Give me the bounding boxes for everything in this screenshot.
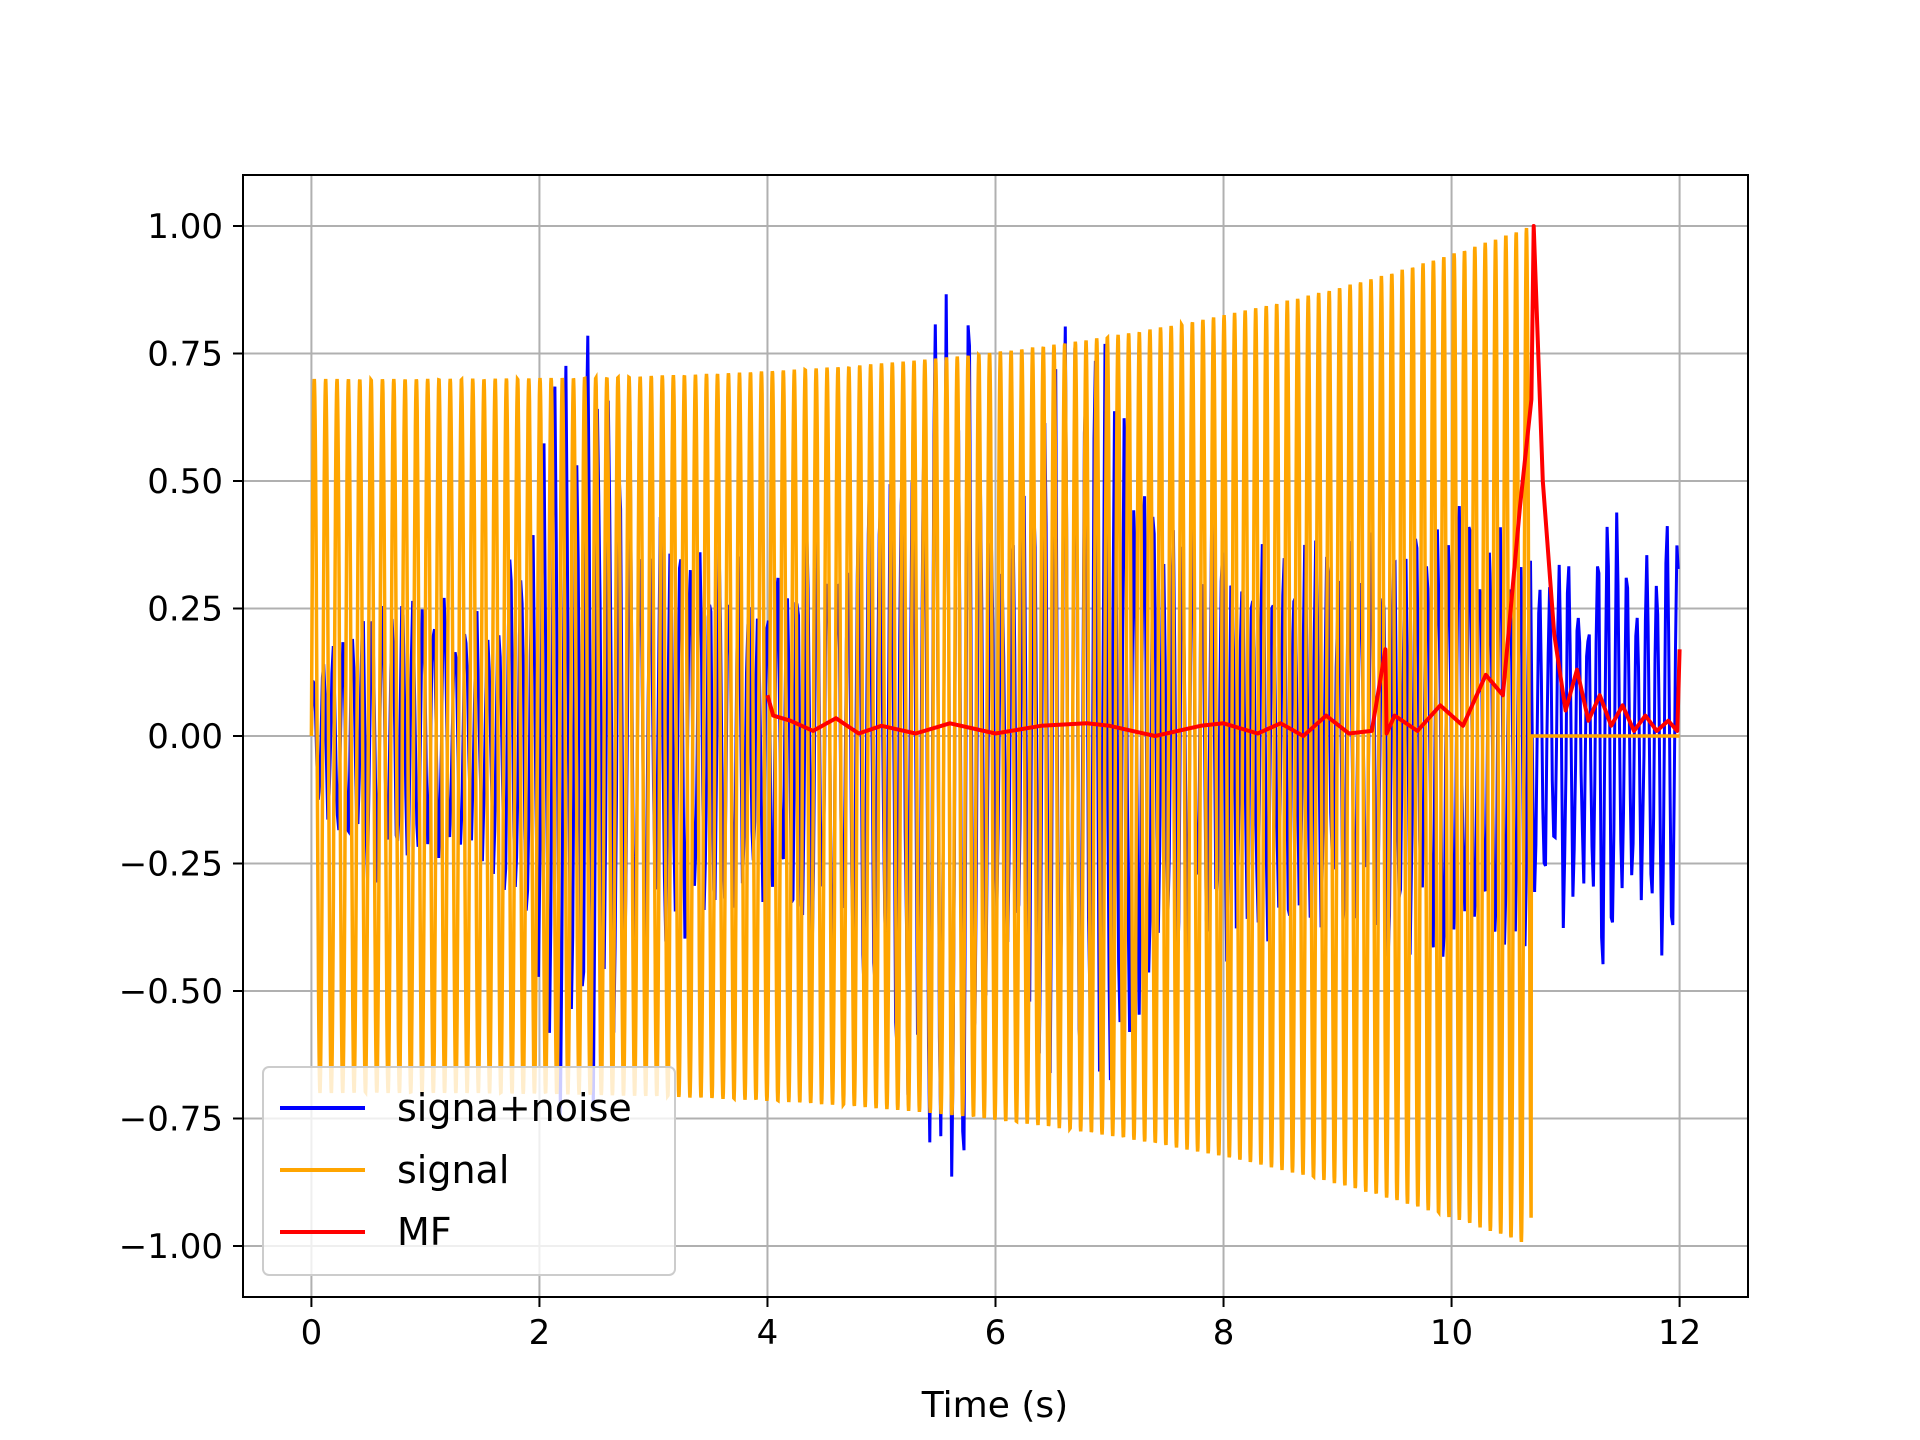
x-axis-label: Time (s) <box>921 1385 1068 1426</box>
y-tick-label: 0.25 <box>147 590 223 630</box>
y-tick-label: −0.75 <box>119 1100 223 1140</box>
y-tick-label: 0.50 <box>147 462 223 502</box>
x-tick-label: 8 <box>1213 1313 1235 1353</box>
y-tick-label: 0.00 <box>147 717 223 757</box>
legend-box <box>262 1066 676 1276</box>
y-tick-label: −1.00 <box>119 1227 223 1267</box>
y-tick-label: 1.00 <box>147 207 223 247</box>
legend-label: signa+noise <box>397 1086 632 1130</box>
series-signal <box>309 227 1680 1243</box>
x-axis: 0 2 4 6 8 10 12 <box>301 1297 1701 1353</box>
y-tick-label: 0.75 <box>147 335 223 375</box>
x-tick-label: 0 <box>301 1313 323 1353</box>
y-tick-label: −0.25 <box>119 845 223 885</box>
series-mf <box>765 224 1682 738</box>
legend: signa+noise signal MF <box>262 1066 676 1276</box>
x-tick-label: 10 <box>1430 1313 1473 1353</box>
x-tick-label: 2 <box>529 1313 551 1353</box>
x-tick-label: 4 <box>757 1313 779 1353</box>
y-tick-label: −0.50 <box>119 972 223 1012</box>
x-tick-label: 6 <box>985 1313 1007 1353</box>
legend-label: MF <box>397 1210 452 1254</box>
x-tick-label: 12 <box>1658 1313 1701 1353</box>
y-axis: 1.00 0.75 0.50 0.25 0.00 −0.25 −0.50 −0.75 −1.00 <box>119 207 243 1267</box>
legend-label: signal <box>397 1148 509 1192</box>
series-layer <box>309 224 1682 1243</box>
